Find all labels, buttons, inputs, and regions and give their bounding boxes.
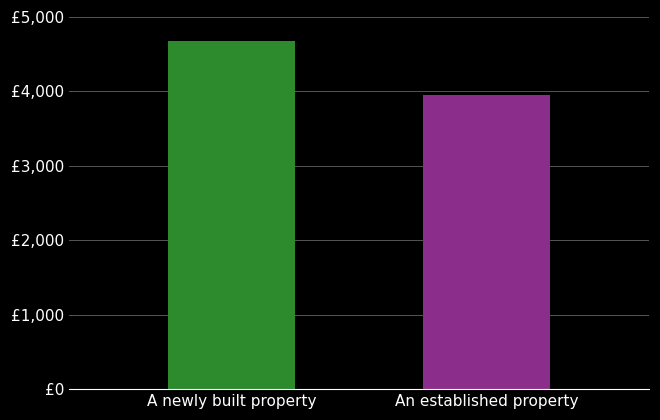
- Bar: [168, 41, 295, 389]
- Bar: [423, 95, 550, 389]
